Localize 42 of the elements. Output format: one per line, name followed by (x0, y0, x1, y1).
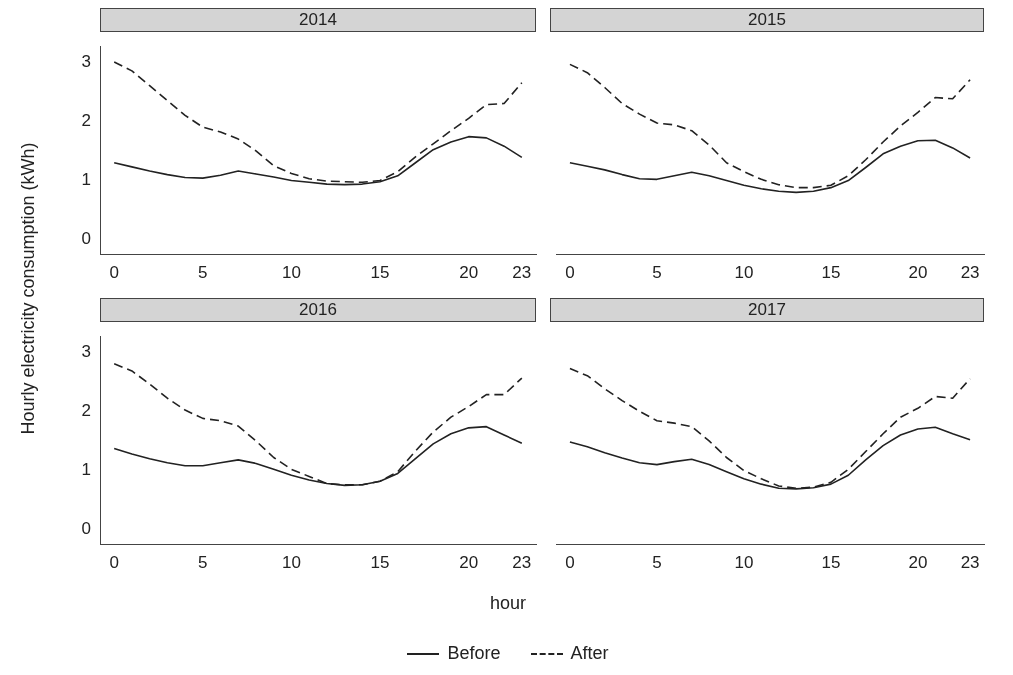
x-tick-label: 23 (512, 553, 532, 573)
x-tick-label: 10 (281, 263, 301, 283)
x-tick-label: 5 (198, 263, 208, 283)
x-axis-title: hour (489, 593, 527, 614)
x-tick-label: 0 (109, 553, 119, 573)
x-tick-label: 0 (565, 263, 575, 283)
x-tick-label: 15 (370, 553, 390, 573)
x-tick-label: 0 (565, 553, 575, 573)
y-axis-title: Hourly electricity consumption (kWh) (17, 141, 39, 437)
x-tick-label: 15 (821, 263, 841, 283)
chart-title: 2014 (100, 8, 536, 32)
y-tick-label: 3 (81, 341, 91, 361)
y-tick-label: 0 (81, 229, 91, 249)
y-tick-label: 1 (81, 170, 91, 190)
x-tick-label: 10 (281, 553, 301, 573)
x-tick-label: 20 (459, 553, 479, 573)
legend-label: Before (447, 643, 501, 664)
chart-title: 2016 (100, 298, 536, 322)
y-tick-label: 0 (81, 519, 91, 539)
chart-title: 2015 (550, 8, 984, 32)
x-tick-label: 10 (734, 263, 754, 283)
x-tick-label: 15 (370, 263, 390, 283)
y-tick-label: 2 (81, 400, 91, 420)
x-tick-label: 10 (734, 553, 754, 573)
x-tick-label: 20 (908, 553, 928, 573)
x-tick-label: 5 (198, 553, 208, 573)
x-tick-label: 0 (109, 263, 119, 283)
x-tick-label: 20 (908, 263, 928, 283)
y-tick-label: 3 (81, 51, 91, 71)
line-series (113, 363, 523, 486)
x-tick-label: 23 (960, 263, 980, 283)
x-tick-label: 15 (821, 553, 841, 573)
x-tick-label: 23 (960, 553, 980, 573)
chart-title: 2017 (550, 298, 984, 322)
x-tick-label: 23 (512, 263, 532, 283)
x-tick-label: 20 (459, 263, 479, 283)
y-tick-label: 1 (81, 460, 91, 480)
x-tick-label: 5 (652, 263, 662, 283)
legend-label: After (570, 643, 609, 664)
y-tick-label: 2 (81, 110, 91, 130)
x-tick-label: 5 (652, 553, 662, 573)
line-series (113, 61, 523, 184)
